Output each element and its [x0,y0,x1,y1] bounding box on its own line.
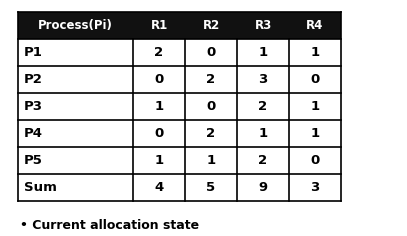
Text: 9: 9 [258,181,267,194]
Text: R3: R3 [254,19,271,32]
Text: 2: 2 [258,100,267,113]
Text: R1: R1 [150,19,168,32]
Text: 1: 1 [206,154,216,167]
Text: 3: 3 [258,73,268,86]
Text: 0: 0 [154,127,164,140]
Text: P1: P1 [24,46,43,59]
Text: 0: 0 [154,73,164,86]
Text: R4: R4 [306,19,324,32]
Text: P2: P2 [24,73,43,86]
Bar [18,93,341,120]
Text: 1: 1 [311,46,319,59]
Bar [18,39,341,66]
Bar [18,147,341,174]
Text: Process(Pi): Process(Pi) [38,19,113,32]
Text: 5: 5 [206,181,216,194]
Text: Sum: Sum [24,181,57,194]
Bar [18,66,341,93]
Text: 3: 3 [311,181,319,194]
Text: 1: 1 [154,154,164,167]
Text: P3: P3 [24,100,43,113]
Text: 2: 2 [154,46,164,59]
Text: 2: 2 [258,154,267,167]
Text: 0: 0 [206,100,216,113]
Bar [18,120,341,147]
Bar [18,12,341,39]
Text: R2: R2 [202,19,220,32]
Text: • Current allocation state: • Current allocation state [20,219,199,232]
Text: 1: 1 [154,100,164,113]
Text: 4: 4 [154,181,164,194]
Text: 1: 1 [258,127,267,140]
Text: 2: 2 [206,73,216,86]
Text: 1: 1 [258,46,267,59]
Text: 1: 1 [311,127,319,140]
Text: 2: 2 [206,127,216,140]
Text: P5: P5 [24,154,43,167]
Text: 1: 1 [311,100,319,113]
Text: P4: P4 [24,127,43,140]
Text: 0: 0 [311,154,319,167]
Bar [18,174,341,201]
Text: 0: 0 [206,46,216,59]
Text: 0: 0 [311,73,319,86]
